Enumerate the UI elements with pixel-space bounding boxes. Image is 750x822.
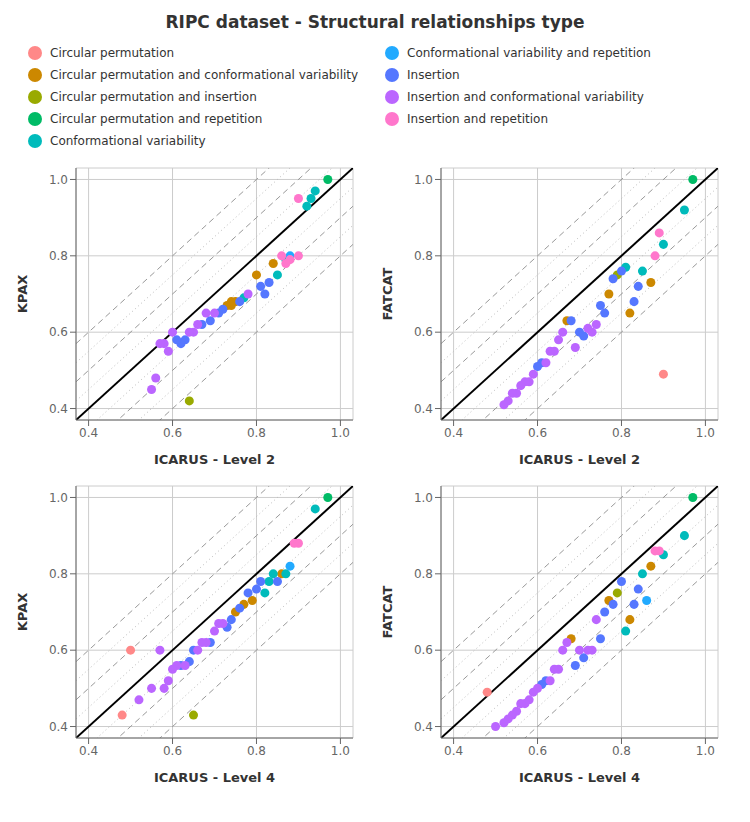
svg-text:0.6: 0.6 (49, 643, 68, 657)
html-text:Circular permutation and inser: Circular permutation and insertion (50, 90, 257, 104)
svg-text:1.0: 1.0 (331, 426, 350, 440)
svg-text:0.4: 0.4 (444, 744, 463, 758)
html-text:Circular permutation and confo: Circular permutation and conformational … (50, 68, 359, 82)
svg-text:FATCAT: FATCAT (380, 267, 395, 320)
html-text:Insertion and conformational v: Insertion and conformational variability (407, 90, 644, 104)
svg-text:ICARUS - Level 2: ICARUS - Level 2 (154, 452, 275, 467)
svg-text:KPAX: KPAX (15, 593, 30, 632)
svg-text:0.6: 0.6 (414, 325, 433, 339)
svg-text:0.6: 0.6 (163, 426, 182, 440)
svg-text:0.6: 0.6 (49, 325, 68, 339)
svg-text:0.4: 0.4 (49, 402, 68, 416)
svg-text:0.4: 0.4 (444, 426, 463, 440)
svg-text:0.8: 0.8 (612, 426, 631, 440)
svg-text:0.6: 0.6 (528, 426, 547, 440)
svg-text:0.4: 0.4 (414, 402, 433, 416)
svg-text:KPAX: KPAX (15, 275, 30, 314)
svg-text:1.0: 1.0 (331, 744, 350, 758)
svg-text:0.4: 0.4 (79, 744, 98, 758)
svg-text:1.0: 1.0 (49, 491, 68, 505)
svg-text:0.8: 0.8 (247, 426, 266, 440)
svg-text:1.0: 1.0 (414, 173, 433, 187)
html-text:Conformational variability and: Conformational variability and repetitio… (407, 46, 651, 60)
svg-text:0.4: 0.4 (414, 720, 433, 734)
svg-text:FATCAT: FATCAT (380, 585, 395, 638)
svg-text:ICARUS - Level 4: ICARUS - Level 4 (154, 770, 275, 785)
html-text:Insertion and repetition: Insertion and repetition (407, 112, 548, 126)
html-text:RIPC dataset - Structural rela: RIPC dataset - Structural relationships … (165, 12, 585, 32)
svg-text:0.6: 0.6 (414, 643, 433, 657)
svg-text:0.8: 0.8 (49, 249, 68, 263)
svg-text:0.4: 0.4 (79, 426, 98, 440)
svg-text:0.8: 0.8 (612, 744, 631, 758)
svg-text:0.8: 0.8 (414, 249, 433, 263)
html-text:Circular permutation and repet: Circular permutation and repetition (50, 112, 263, 126)
svg-text:1.0: 1.0 (696, 426, 715, 440)
svg-text:1.0: 1.0 (414, 491, 433, 505)
svg-text:1.0: 1.0 (49, 173, 68, 187)
svg-text:0.8: 0.8 (414, 567, 433, 581)
svg-text:ICARUS - Level 4: ICARUS - Level 4 (519, 770, 640, 785)
svg-text:0.4: 0.4 (49, 720, 68, 734)
svg-text:0.8: 0.8 (247, 744, 266, 758)
svg-text:0.6: 0.6 (528, 744, 547, 758)
svg-text:ICARUS - Level 2: ICARUS - Level 2 (519, 452, 640, 467)
svg-text:0.8: 0.8 (49, 567, 68, 581)
svg-text:1.0: 1.0 (696, 744, 715, 758)
html-text:Conformational variability: Conformational variability (50, 134, 206, 148)
html-text:Circular permutation: Circular permutation (50, 46, 175, 60)
svg-text:0.6: 0.6 (163, 744, 182, 758)
html-text:Insertion: Insertion (407, 68, 460, 82)
